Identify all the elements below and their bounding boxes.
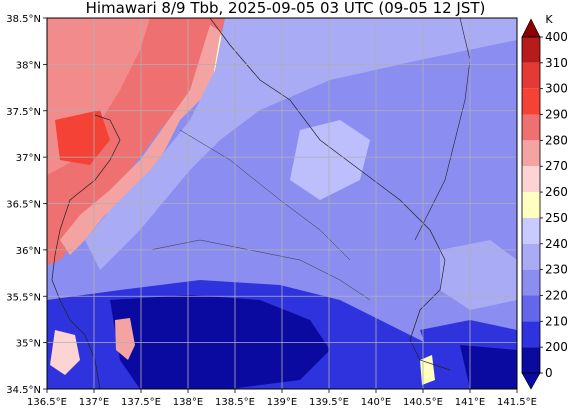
lat-tick-label: 35°N [16, 339, 41, 350]
lon-tick-label: 137°E [79, 397, 109, 408]
lat-tick-label: 36.5°N [6, 200, 41, 211]
latitude-axis: 38.5°N 38°N 37.5°N 37°N 36.5°N 36°N 35.5°N 35°N… [6, 14, 47, 396]
colorbar-extend-max [521, 18, 541, 38]
colorbar-segment [522, 347, 540, 373]
colorbar-tick-label: 280 [545, 133, 568, 147]
lat-tick-label: 38°N [16, 60, 41, 71]
lon-tick-label: 136.5°E [27, 397, 67, 408]
colorbar-tick-label: 220 [545, 288, 568, 302]
lon-tick-label: 140°E [361, 397, 391, 408]
longitude-axis: 136.5°E 137°E 137.5°E 138°E 138.5°E 139°E 139.… [27, 389, 537, 408]
colorbar-segment [522, 295, 540, 322]
map-gridlines [47, 18, 517, 389]
colorbar-frame [521, 36, 541, 374]
colorbar-segment [522, 217, 540, 244]
lon-tick-label: 140.5°E [403, 397, 443, 408]
colorbar-segment [522, 166, 540, 193]
lat-tick-label: 34.5°N [6, 385, 41, 396]
lon-tick-label: 139.5°E [309, 397, 349, 408]
lon-tick-label: 138°E [173, 397, 203, 408]
colorbar-segment [522, 114, 540, 141]
colorbar-unit: K [545, 13, 553, 26]
lon-tick-label: 137.5°E [121, 397, 161, 408]
lon-tick-label: 141°E [455, 397, 485, 408]
colorbar-extend-min [521, 372, 541, 390]
colorbar-tick-label: 270 [545, 159, 568, 173]
colorbar-tick-label: 230 [545, 263, 568, 277]
colorbar-segment [522, 269, 540, 296]
colorbar: K 400 310 300 290 280 270 260 250 240 230 220 210 200… [521, 13, 568, 390]
colorbar-tick-label: 310 [545, 56, 568, 70]
colorbar-tick-label: 300 [545, 82, 568, 96]
colorbar-tick-label: 240 [545, 237, 568, 251]
colorbar-tick-label: 200 [545, 340, 568, 354]
colorbar-segment [522, 192, 540, 218]
colorbar-segment [522, 62, 540, 89]
lat-tick-label: 37°N [16, 153, 41, 164]
colorbar-segment [522, 140, 540, 167]
lat-tick-label: 35.5°N [6, 292, 41, 303]
lat-tick-label: 36°N [16, 246, 41, 257]
map-title: Himawari 8/9 Tbb, 2025-09-05 03 UTC (09-… [85, 0, 486, 17]
colorbar-tick-label: 400 [545, 30, 568, 44]
colorbar-tick-label: 250 [545, 211, 568, 225]
colorbar-tick-label: 290 [545, 108, 568, 122]
colorbar-segment [522, 243, 540, 270]
colorbar-tick-label: 210 [545, 314, 568, 328]
lon-tick-label: 141.5°E [497, 397, 537, 408]
lat-tick-label: 37.5°N [6, 107, 41, 118]
colorbar-segment [522, 37, 540, 63]
colorbar-segment [522, 321, 540, 348]
lon-tick-label: 138.5°E [215, 397, 255, 408]
colorbar-tick-label: 0 [545, 366, 553, 380]
colorbar-tick-label: 260 [545, 185, 568, 199]
colorbar-segment [522, 88, 540, 115]
lat-tick-label: 38.5°N [6, 14, 41, 25]
lon-tick-label: 139°E [267, 397, 297, 408]
